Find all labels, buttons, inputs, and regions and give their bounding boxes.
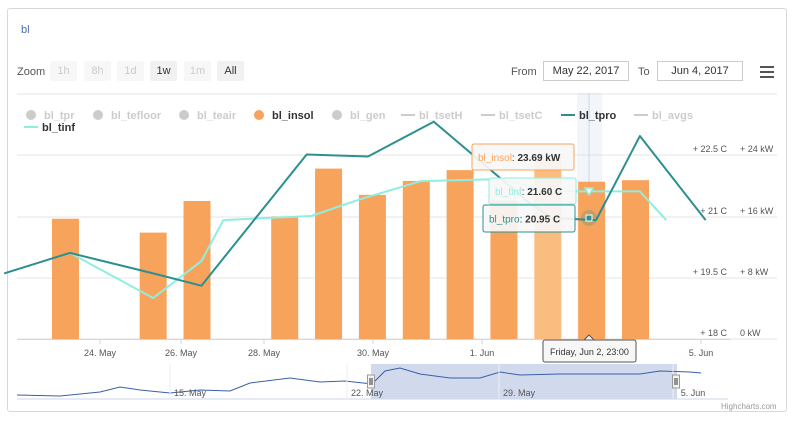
from-date-input[interactable]: May 22, 2017: [543, 61, 629, 81]
from-label: From: [511, 66, 537, 78]
zoom-1h-button[interactable]: 1h: [50, 61, 77, 81]
navigator-handle[interactable]: [367, 374, 375, 389]
legend-marker-icon: [93, 110, 103, 120]
navigator-selection: [371, 364, 677, 399]
insol-bar: [51, 218, 79, 339]
insol-bar: [622, 180, 650, 339]
y-axis-kw-label: + 24 kW: [740, 144, 774, 154]
navigator-tick-label: 15. May: [174, 388, 207, 398]
legend-item-bl_tinf[interactable]: bl_tinf: [42, 122, 75, 134]
y-axis-c-label: + 19.5 C: [693, 267, 728, 277]
tinf-hover-marker: [583, 187, 595, 197]
legend-item-bl_tefloor[interactable]: bl_tefloor: [111, 110, 162, 122]
y-axis-c-label: + 18 C: [700, 328, 727, 338]
insol-bar: [315, 168, 343, 339]
legend-item-bl_gen[interactable]: bl_gen: [350, 110, 386, 122]
legend-item-bl_tpro[interactable]: bl_tpro: [579, 110, 617, 122]
legend-marker-icon: [26, 110, 36, 120]
y-axis-c-label: + 22.5 C: [693, 144, 728, 154]
navigator-tick-label: 5. Jun: [681, 388, 706, 398]
insol-bar: [578, 181, 606, 339]
chart-title: bl: [21, 24, 30, 36]
y-axis-kw-label: 0 kW: [740, 328, 761, 338]
date-tooltip-text: Friday, Jun 2, 23:00: [550, 347, 629, 357]
tooltip-box: [488, 177, 577, 205]
legend-marker-icon: [179, 110, 189, 120]
x-tick-label: 30. May: [357, 348, 390, 358]
insol-bar: [446, 170, 474, 339]
insol-bar: [271, 216, 299, 339]
insol-bar: [139, 232, 167, 339]
legend-marker-icon: [332, 110, 342, 120]
legend-marker-icon: [254, 110, 264, 120]
legend-item-bl_tsetH[interactable]: bl_tsetH: [419, 110, 462, 122]
credits[interactable]: Highcharts.com: [721, 402, 777, 411]
navigator-tick-label: 22. May: [351, 388, 384, 398]
y-axis-c-label: + 21 C: [700, 206, 727, 216]
zoom-1d-button[interactable]: 1d: [117, 61, 144, 81]
chart-container: [7, 8, 787, 412]
zoom-all-button[interactable]: All: [217, 61, 244, 81]
legend-item-bl_insol[interactable]: bl_insol: [272, 110, 314, 122]
tpro-line: [3, 120, 707, 287]
insol-bar: [358, 194, 386, 339]
legend-item-bl_teair[interactable]: bl_teair: [197, 110, 237, 122]
to-date-input[interactable]: Jun 4, 2017: [657, 61, 743, 81]
insol-bar: [402, 180, 430, 339]
tinf-line: [69, 178, 667, 299]
menu-icon[interactable]: [760, 66, 774, 78]
zoom-label: Zoom: [17, 66, 46, 78]
date-tooltip-arrow: [582, 334, 596, 341]
tooltip-text: bl_tpro: 20.95 C: [489, 215, 560, 226]
navigator-series-line: [16, 367, 702, 397]
tooltip-text: bl_tinf: 21.60 C: [495, 187, 562, 198]
legend-item-bl_tsetC[interactable]: bl_tsetC: [499, 110, 542, 122]
y-axis-kw-label: + 16 kW: [740, 206, 774, 216]
tooltip-bl_tinf: bl_tinf: 21.60 C: [488, 177, 577, 205]
navigator-tick-label: 29. May: [503, 388, 536, 398]
tooltip-box: [482, 204, 576, 233]
insol-bar: [183, 200, 211, 339]
x-tick-label: 28. May: [248, 348, 281, 358]
tooltip-box: [471, 143, 575, 171]
tpro-hover-marker: [585, 214, 593, 222]
zoom-8h-button[interactable]: 8h: [84, 61, 111, 81]
x-tick-label: 24. May: [84, 348, 117, 358]
navigator-handle[interactable]: [672, 374, 680, 389]
tooltip-bl_insol: bl_insol: 23.69 kW: [471, 143, 575, 171]
zoom-1m-button[interactable]: 1m: [184, 61, 211, 81]
y-axis-kw-label: + 8 kW: [740, 267, 769, 277]
to-label: To: [638, 66, 650, 78]
tooltip-bl_tpro: bl_tpro: 20.95 C: [482, 204, 576, 233]
tooltip-text: bl_insol: 23.69 kW: [478, 153, 561, 164]
legend-item-bl_tpr[interactable]: bl_tpr: [44, 110, 75, 122]
zoom-1w-button[interactable]: 1w: [150, 61, 177, 81]
x-tick-label: 1. Jun: [470, 348, 495, 358]
x-tick-label: 5. Jun: [689, 348, 714, 358]
legend-item-bl_avgs[interactable]: bl_avgs: [652, 110, 693, 122]
x-tick-label: 26. May: [165, 348, 198, 358]
